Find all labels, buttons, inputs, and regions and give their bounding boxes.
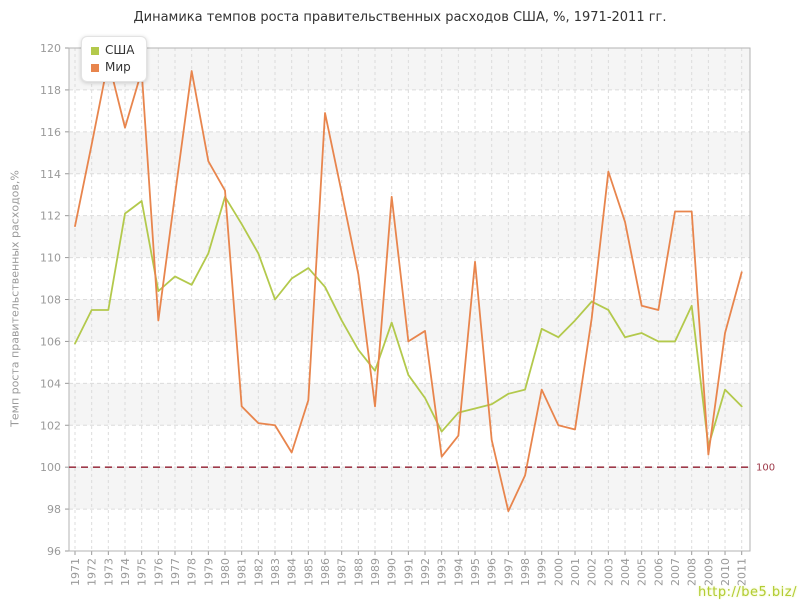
x-tick-label: 2004 xyxy=(619,558,632,586)
x-tick-label: 1998 xyxy=(519,558,532,586)
y-tick-label: 108 xyxy=(40,294,61,307)
x-tick-label: 1979 xyxy=(202,558,215,586)
y-tick-label: 96 xyxy=(47,545,61,558)
y-axis-label: Темп роста правительственных расходов,% xyxy=(8,170,22,427)
x-tick-label: 2010 xyxy=(719,558,732,586)
x-tick-label: 1980 xyxy=(219,558,232,586)
x-tick-label: 1991 xyxy=(402,558,415,586)
legend: США Мир xyxy=(81,36,148,82)
x-tick-label: 2003 xyxy=(602,558,615,586)
legend-swatch-world xyxy=(91,63,99,72)
legend-label-world: Мир xyxy=(105,60,131,74)
x-tick-label: 1988 xyxy=(352,558,365,586)
x-tick-label: 1993 xyxy=(436,558,449,586)
x-tick-label: 1971 xyxy=(69,558,82,586)
plot-band xyxy=(69,467,750,510)
x-tick-label: 1978 xyxy=(186,558,199,586)
y-tick-label: 102 xyxy=(40,419,61,432)
x-tick-label: 1989 xyxy=(369,558,382,586)
x-tick-label: 1977 xyxy=(169,558,182,586)
x-tick-label: 1987 xyxy=(336,558,349,586)
x-tick-label: 1973 xyxy=(102,558,115,586)
chart-title: Динамика темпов роста правительственных … xyxy=(133,10,667,25)
x-tick-label: 2001 xyxy=(569,558,582,586)
x-tick-label: 1981 xyxy=(236,558,249,586)
x-tick-label: 1986 xyxy=(319,558,332,586)
x-tick-label: 2011 xyxy=(736,558,749,586)
x-tick-label: 1994 xyxy=(452,558,465,586)
y-tick-label: 106 xyxy=(40,335,61,348)
plot-band xyxy=(69,48,750,90)
plot-band xyxy=(69,131,750,174)
x-tick-label: 1972 xyxy=(86,558,99,586)
x-tick-label: 2009 xyxy=(702,558,715,586)
x-tick-label: 1982 xyxy=(252,558,265,586)
reference-line-label: 100 xyxy=(756,463,775,474)
y-tick-label: 98 xyxy=(47,503,61,516)
legend-swatch-usa xyxy=(91,46,99,55)
x-tick-label: 2007 xyxy=(669,558,682,586)
x-tick-label: 1975 xyxy=(136,558,149,586)
series-line-usa xyxy=(74,195,743,448)
y-tick-label: 116 xyxy=(40,126,61,139)
x-tick-label: 1999 xyxy=(536,558,549,586)
y-tick-label: 112 xyxy=(40,210,61,223)
x-tick-label: 1983 xyxy=(269,558,282,586)
y-tick-label: 114 xyxy=(40,168,61,181)
x-tick-label: 1992 xyxy=(419,558,432,586)
y-tick-label: 100 xyxy=(40,461,61,474)
series-line-world xyxy=(74,59,743,513)
x-tick-label: 1990 xyxy=(386,558,399,586)
x-tick-label: 2000 xyxy=(552,558,565,586)
legend-label-usa: США xyxy=(105,43,135,57)
watermark-link[interactable]: http://be5.biz/ xyxy=(697,585,797,600)
plot-band xyxy=(69,383,750,426)
y-tick-label: 118 xyxy=(40,84,61,97)
x-tick-label: 2008 xyxy=(686,558,699,586)
x-tick-label: 1974 xyxy=(119,558,132,586)
x-tick-label: 2002 xyxy=(586,558,599,586)
x-tick-label: 2005 xyxy=(636,558,649,586)
x-tick-label: 1997 xyxy=(502,558,515,586)
y-tick-label: 110 xyxy=(40,252,61,265)
legend-item-usa: США xyxy=(91,42,134,59)
x-tick-label: 1995 xyxy=(469,558,482,586)
y-tick-label: 120 xyxy=(40,42,61,55)
legend-item-world: Мир xyxy=(91,59,134,76)
x-tick-label: 2006 xyxy=(652,558,665,586)
plot-band xyxy=(69,215,750,258)
x-tick-label: 1984 xyxy=(286,558,299,586)
x-tick-label: 1996 xyxy=(486,558,499,586)
x-tick-label: 1976 xyxy=(152,558,165,586)
plot-frame xyxy=(68,47,751,552)
y-tick-label: 104 xyxy=(40,377,61,390)
x-tick-label: 1985 xyxy=(302,558,315,586)
